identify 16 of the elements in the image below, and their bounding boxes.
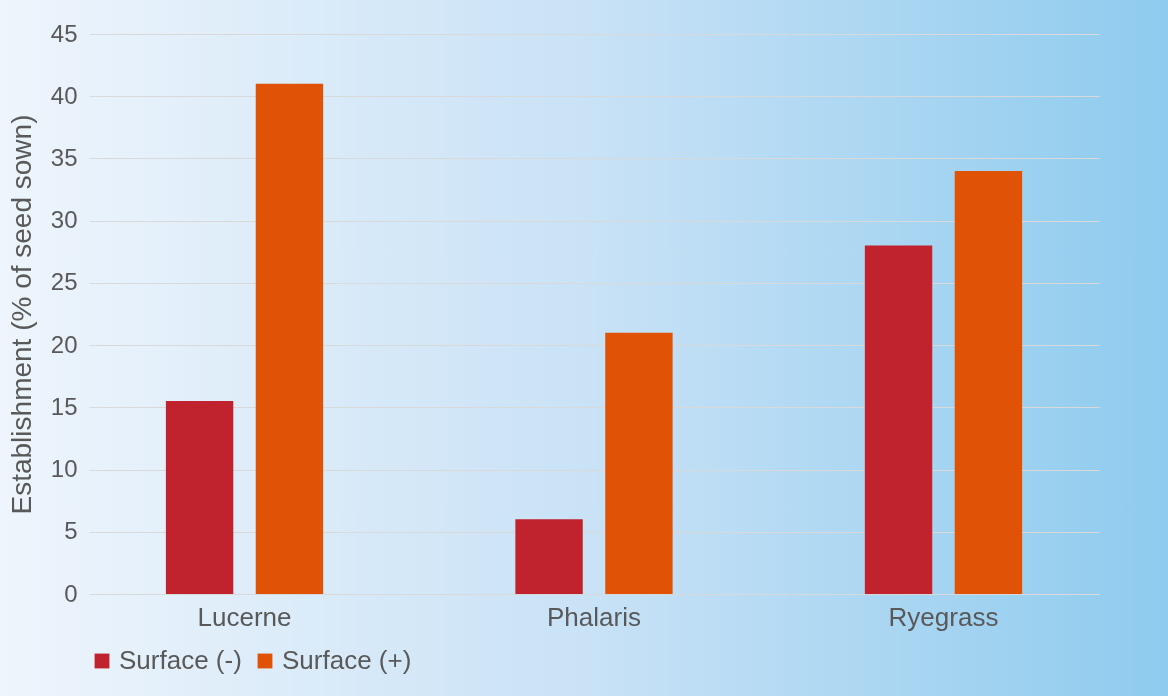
legend-label: Surface (+) — [282, 645, 412, 675]
legend-label: Surface (-) — [119, 645, 242, 675]
y-tick-label: 30 — [50, 206, 78, 234]
y-tick-label: 40 — [50, 81, 78, 109]
y-tick-label: 5 — [64, 517, 78, 545]
y-tick-label: 15 — [50, 392, 78, 420]
y-tick-label: 10 — [50, 455, 78, 483]
x-tick-label: Lucerne — [197, 601, 292, 632]
x-tick-label: Phalaris — [547, 601, 641, 632]
y-tick-label: 20 — [50, 330, 78, 358]
y-tick-label: 45 — [50, 19, 78, 47]
y-tick-label: 0 — [64, 579, 78, 607]
x-tick-label: Ryegrass — [888, 601, 999, 632]
y-tick-label: 35 — [50, 143, 78, 171]
y-tick-label: 25 — [50, 268, 78, 296]
y-axis-title: Establishment (% of seed sown) — [5, 114, 37, 515]
